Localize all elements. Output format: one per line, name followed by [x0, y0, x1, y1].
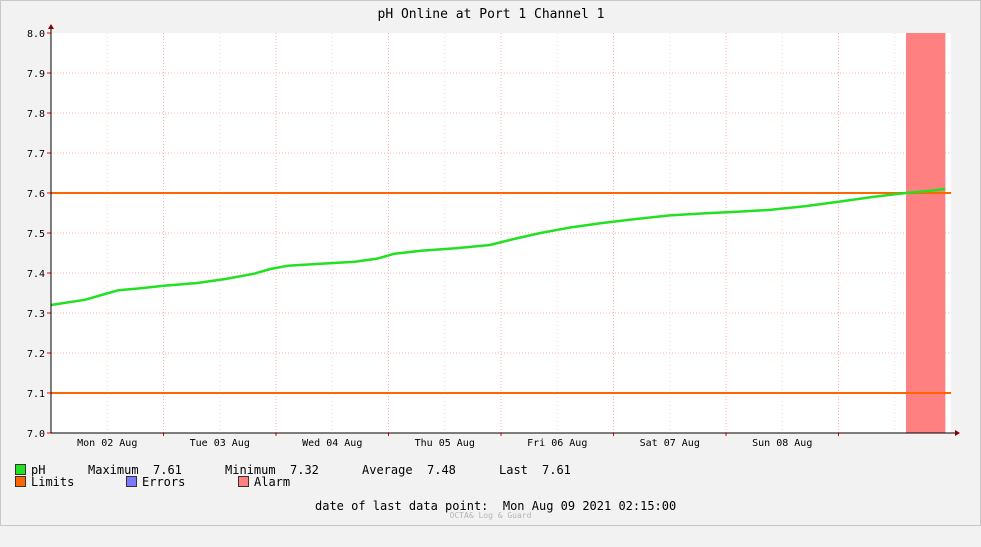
chart-svg: 7.0 7.1 7.2 7.3 7.4 7.5 7.6 7.7 7.8 7.9 8.0 Mon 02 …	[27, 7, 960, 449]
x-tick-label: Sat 07 Aug	[640, 438, 700, 449]
legend-ph-label: pH	[31, 463, 46, 477]
alarm-region	[906, 33, 946, 433]
stat-avg-value: 7.48	[427, 463, 456, 477]
x-tick-label: Tue 03 Aug	[190, 438, 250, 449]
x-tick-label: Thu 05 Aug	[415, 438, 475, 449]
stat-avg-label: Average	[362, 463, 413, 477]
y-axis-arrow-icon	[48, 24, 54, 29]
stat-last: Last 7.61	[499, 463, 571, 477]
y-tick-label: 7.6	[27, 189, 45, 200]
last-data-point: date of last data point: Mon Aug 09 2021…	[315, 499, 676, 513]
stat-last-value: 7.61	[542, 463, 571, 477]
y-tick-label: 7.4	[27, 269, 45, 280]
y-tick-label: 7.5	[27, 229, 45, 240]
stat-avg: Average 7.48	[362, 463, 456, 477]
ph-series-line	[50, 187, 946, 307]
limits-swatch-icon	[15, 476, 26, 487]
y-tick-label: 7.7	[27, 149, 45, 160]
y-tick-label: 7.3	[27, 309, 45, 320]
stat-max-label: Maximum	[88, 463, 139, 477]
stat-max-value: 7.61	[153, 463, 182, 477]
ph-swatch-icon	[15, 464, 26, 475]
y-tick-label: 7.1	[27, 389, 45, 400]
stat-max: Maximum 7.61	[88, 463, 182, 477]
chart-title: pH Online at Port 1 Channel 1	[378, 7, 605, 22]
legend-ph: pH	[15, 463, 45, 477]
legend-alarm-label: Alarm	[254, 475, 291, 489]
alarm-swatch-icon	[238, 476, 249, 487]
legend-limits-label: Limits	[31, 475, 75, 489]
y-tick-label: 8.0	[27, 29, 45, 40]
x-tick-label: Fri 06 Aug	[527, 438, 587, 449]
legend-row-1: pH Maximum 7.61 Minimum 7.32 Average 7.48 L…	[15, 463, 571, 477]
legend-row-2: Limits Errors Alarm	[15, 475, 290, 489]
stat-min: Minimum 7.32	[225, 463, 319, 477]
y-tick-label: 7.2	[27, 349, 45, 360]
stat-min-label: Minimum	[225, 463, 276, 477]
watermark: OCTA& Log & Guard	[449, 511, 532, 520]
legend-errors: Errors	[126, 475, 185, 489]
stat-last-label: Last	[499, 463, 528, 477]
x-axis-arrow-icon	[955, 430, 960, 436]
x-tick-label: Sun 08 Aug	[752, 438, 812, 449]
legend-alarm: Alarm	[238, 475, 290, 489]
y-tick-label: 7.0	[27, 429, 45, 440]
legend-errors-label: Errors	[142, 475, 186, 489]
x-tick-label: Mon 02 Aug	[77, 438, 137, 449]
last-data-label: date of last data point:	[315, 499, 489, 513]
last-data-value: Mon Aug 09 2021 02:15:00	[502, 499, 677, 513]
x-tick-label: Wed 04 Aug	[302, 438, 362, 449]
errors-swatch-icon	[126, 476, 137, 487]
legend-limits: Limits	[15, 475, 74, 489]
y-tick-label: 7.8	[27, 109, 45, 120]
y-tick-label: 7.9	[27, 69, 45, 80]
stat-min-value: 7.32	[290, 463, 319, 477]
